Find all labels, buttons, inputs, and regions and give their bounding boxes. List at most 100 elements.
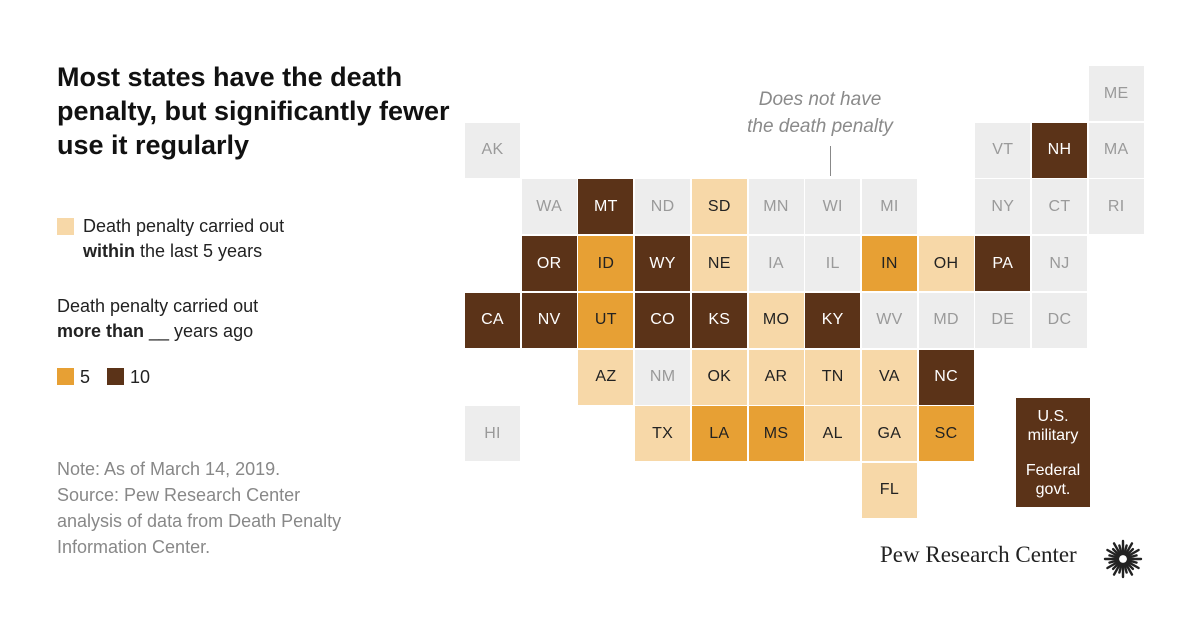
state-label: MA [1103,141,1129,159]
state-tile-sc: SC [918,406,974,462]
state-label: MS [763,424,789,442]
legend-10-label: 10 [130,367,151,387]
state-tile-ky: KY [805,292,861,348]
state-label: FL [879,481,900,499]
state-tile-ca: CA [465,292,520,348]
state-tile-me: ME [1088,66,1144,121]
state-tile-vt: VT [975,122,1031,178]
state-label: GA [877,424,902,442]
state-label: CO [650,311,675,329]
legend-10-swatch [107,368,125,385]
state-tile-md: MD [918,292,974,348]
pew-brand: Pew Research Center [880,542,1077,567]
state-label: NJ [1049,254,1070,272]
state-tile-mo: MO [748,292,804,348]
state-tile-ks: KS [691,292,747,348]
state-tile-tn: TN [805,349,861,405]
state-label: OH [933,254,959,272]
state-label: TX [652,424,674,442]
state-tile-ia: IA [748,236,804,292]
state-tile-ok: OK [691,349,747,405]
source-note: Note: As of March 14, 2019. Source: Pew … [57,456,417,560]
state-label: NY [991,197,1015,215]
legend-more-rest: __ years ago [144,321,254,341]
state-label: NM [649,368,676,385]
state-label: NH [1047,141,1072,159]
state-label: ID [597,254,615,272]
state-label: SD [707,197,731,215]
state-label: WY [649,254,676,272]
state-label: PA [992,254,1014,272]
state-tile-wi: WI [805,179,861,235]
state-label: VT [992,141,1014,159]
state-label: AL [822,424,843,442]
state-label: IN [881,254,898,272]
state-label: NV [537,311,561,329]
state-tile-ut: UT [578,292,634,348]
state-label: IA [768,254,784,272]
note-line2: Source: Pew Research Center [57,485,301,505]
state-label: OK [707,368,732,385]
state-label: ND [650,197,675,215]
state-label: MN [763,197,789,215]
state-tile-ri: RI [1088,179,1144,235]
legend-5-label: 5 [80,367,91,387]
state-tile-ny: NY [975,179,1031,235]
state-label: WI [822,197,843,215]
state-label: MO [762,311,790,329]
state-tile-nv: NV [521,292,577,348]
state-label: KS [708,311,731,329]
state-tile-az: AZ [578,349,634,405]
annotation-line1: Does not have [758,89,882,110]
federal-govt-label: Federal govt. [1025,461,1081,498]
state-tile-de: DE [975,292,1031,348]
state-label: RI [1107,197,1125,215]
note-line4: Information Center. [57,537,211,557]
no-death-penalty-annotation: Does not have the death penalty [700,86,940,140]
state-tile-id: ID [578,236,634,292]
state-label: DE [991,311,1015,329]
state-tile-mt: MT [578,179,634,235]
state-tile-ms: MS [748,406,804,462]
state-tile-nc: NC [918,349,974,405]
legend-within-bold: within [83,241,135,261]
state-tile-wv: WV [861,292,917,348]
state-label: IL [825,254,840,272]
legend-keys: 5 10 [57,365,162,390]
state-label: AR [764,368,788,385]
legend-within-rest: the last 5 years [135,241,263,261]
state-tile-mi: MI [861,179,917,235]
federal-govt-tile: Federal govt. [1016,452,1090,507]
note-line1: Note: As of March 14, 2019. [57,459,281,479]
chart-title: Most states have the death penalty, but … [57,62,450,160]
state-tile-va: VA [861,349,917,405]
state-label: KY [821,311,844,329]
state-tile-nj: NJ [1032,236,1087,292]
state-tile-dc: DC [1032,292,1087,348]
legend-more: Death penalty carried out more than __ y… [57,294,258,344]
state-label: DC [1047,311,1072,329]
state-label: VA [879,368,900,385]
state-tile-nd: ND [635,179,691,235]
state-label: OR [536,254,562,272]
state-label: WA [536,197,563,215]
state-tile-ne: NE [691,236,747,292]
state-tile-in: IN [861,236,917,292]
state-label: SC [934,424,958,442]
state-tile-mn: MN [748,179,804,235]
note-line3: analysis of data from Death Penalty [57,511,342,531]
legend-key-10: 10 [107,365,150,390]
annotation-leader-line [830,146,831,176]
state-tile-ct: CT [1032,179,1087,235]
state-tile-tx: TX [635,406,691,462]
state-label: LA [709,424,730,442]
state-tile-co: CO [635,292,691,348]
state-label: MI [880,197,899,215]
legend-within-swatch [57,218,74,235]
legend-within: Death penalty carried out within the las… [57,214,284,264]
state-label: CA [481,311,504,329]
state-tile-or: OR [521,236,577,292]
us-military-label: U.S. military [1027,407,1079,444]
annotation-line2: the death penalty [747,116,893,137]
state-label: MT [594,197,618,215]
